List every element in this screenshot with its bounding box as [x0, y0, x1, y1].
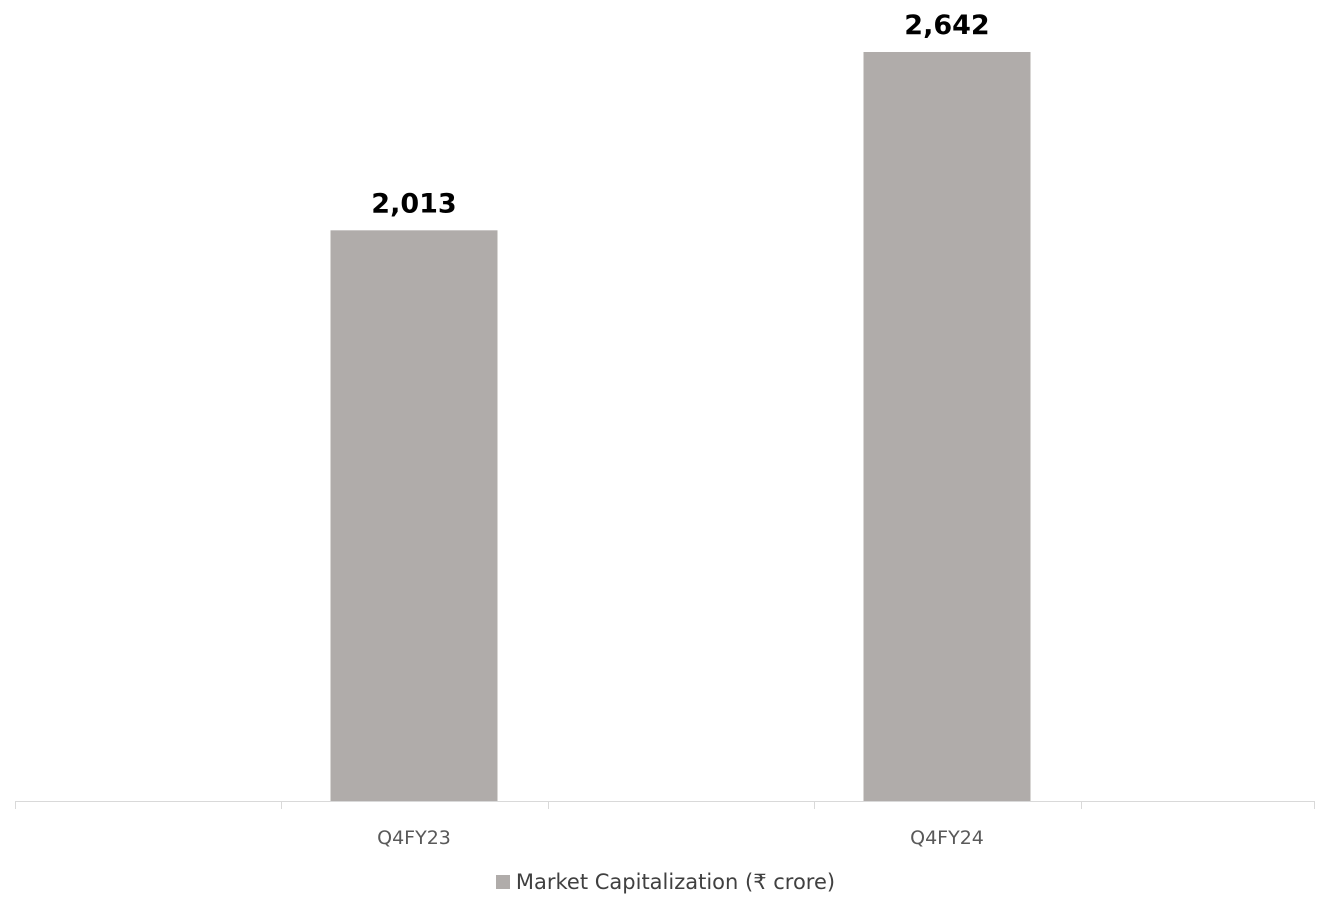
legend-swatch: [495, 875, 510, 889]
legend: Market Capitalization (₹ crore): [0, 870, 1331, 894]
legend-label: Market Capitalization (₹ crore): [515, 870, 836, 894]
x-tick-label-q4fy24: Q4FY24: [910, 827, 984, 849]
bar-q4fy24: [863, 52, 1031, 801]
bar-q4fy23: [330, 230, 498, 802]
data-label-q4fy24: 2,642: [904, 10, 989, 41]
x-tick-label-q4fy23: Q4FY23: [377, 827, 451, 849]
data-label-q4fy23: 2,013: [371, 188, 456, 219]
